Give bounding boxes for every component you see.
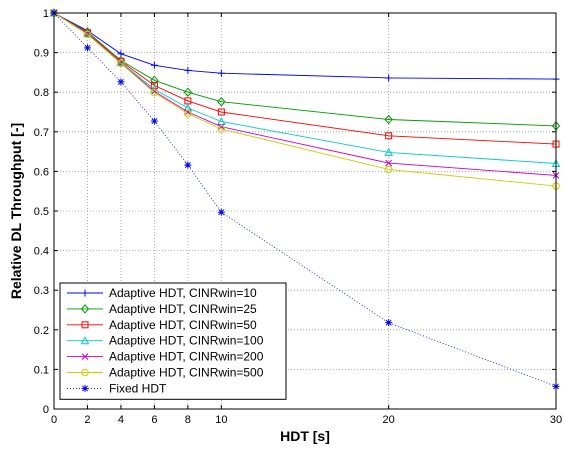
data-point-marker — [81, 289, 89, 297]
data-point-marker — [183, 103, 193, 112]
legend-item: Adaptive HDT, CINRwin=100 — [67, 334, 264, 348]
data-point-marker — [384, 114, 393, 125]
data-point-marker — [117, 78, 125, 86]
legend-label: Fixed HDT — [109, 381, 167, 395]
y-tick-label: 0.5 — [34, 206, 49, 218]
data-point-marker — [183, 87, 193, 97]
data-point-marker — [385, 319, 393, 327]
x-axis-title: HDT [s] — [280, 428, 330, 444]
series-line — [53, 12, 557, 80]
data-point-marker — [184, 109, 192, 118]
x-tick-label: 4 — [118, 414, 124, 426]
legend-label: Adaptive HDT, CINRwin=500 — [109, 366, 264, 380]
x-tick-label: 20 — [383, 414, 395, 426]
x-tick-label: 10 — [215, 414, 227, 426]
y-tick-label: 0 — [43, 404, 49, 416]
y-tick-label: 0.3 — [34, 285, 49, 297]
data-point-marker — [385, 74, 393, 82]
data-point-marker — [217, 208, 225, 216]
y-tick-label: 0.8 — [34, 87, 49, 99]
legend-item: Adaptive HDT, CINRwin=500 — [67, 366, 264, 380]
y-tick-label: 0.4 — [34, 246, 49, 258]
data-point-marker — [217, 108, 225, 116]
data-point-marker — [217, 69, 225, 77]
y-tick-label: 0.2 — [34, 325, 49, 337]
legend-label: Adaptive HDT, CINRwin=100 — [109, 334, 264, 348]
legend-item: Adaptive HDT, CINRwin=25 — [67, 302, 257, 316]
data-point-marker — [385, 159, 393, 167]
data-point-marker — [81, 321, 89, 329]
data-point-marker — [83, 44, 91, 52]
y-tick-label: 0.1 — [34, 364, 49, 376]
y-tick-label: 0.7 — [34, 127, 49, 139]
data-point-marker — [217, 123, 225, 131]
data-point-marker — [81, 384, 89, 392]
legend: Adaptive HDT, CINRwin=10 Adaptive HDT, CI… — [59, 282, 287, 400]
data-point-marker — [184, 108, 192, 116]
x-tick-label: 2 — [84, 414, 90, 426]
data-point-marker — [217, 125, 226, 133]
data-point-marker — [81, 353, 89, 360]
axis-ticks: 0 2 4 6 8 10 20 30 0 0.1 0.2 0.3 0.4 0.5 0.6 0.7 0.8 0.9 1 — [34, 8, 562, 426]
series-line — [53, 12, 557, 127]
data-point-marker — [184, 66, 192, 74]
series-line — [53, 12, 557, 187]
y-tick-label: 0.9 — [34, 48, 49, 60]
y-axis-title: Relative DL Throughput [-] — [8, 123, 24, 299]
data-point-marker — [83, 30, 92, 39]
series-line — [53, 12, 557, 145]
data-point-marker — [117, 59, 125, 68]
data-point-marker — [384, 165, 393, 174]
x-tick-label: 8 — [185, 414, 191, 426]
data-point-marker — [80, 336, 90, 345]
legend-item: Adaptive HDT, CINRwin=50 — [67, 318, 257, 332]
legend-item: Fixed HDT — [67, 381, 167, 395]
series-group — [49, 8, 561, 390]
data-point-marker — [150, 61, 158, 69]
data-point-marker — [384, 147, 394, 156]
data-point-marker — [150, 81, 158, 89]
data-point-marker — [216, 116, 226, 126]
x-tick-label: 30 — [550, 414, 562, 426]
data-point-marker — [184, 161, 192, 169]
data-point-marker — [150, 75, 159, 86]
x-tick-label: 6 — [151, 414, 157, 426]
legend-label: Adaptive HDT, CINRwin=50 — [109, 318, 257, 332]
legend-item: Adaptive HDT, CINRwin=10 — [67, 286, 257, 300]
y-tick-label: 1 — [43, 8, 49, 20]
legend-label: Adaptive HDT, CINRwin=25 — [109, 302, 257, 316]
y-tick-label: 0.6 — [34, 166, 49, 178]
data-point-marker — [217, 96, 226, 107]
legend-label: Adaptive HDT, CINRwin=10 — [109, 286, 257, 300]
legend-label: Adaptive HDT, CINRwin=200 — [109, 350, 264, 364]
data-point-marker — [150, 88, 159, 97]
data-point-marker — [150, 117, 158, 125]
x-tick-label: 0 — [51, 414, 57, 426]
data-point-marker — [81, 368, 89, 377]
legend-item: Adaptive HDT, CINRwin=200 — [67, 350, 264, 364]
data-point-marker — [385, 132, 393, 140]
data-point-marker — [80, 304, 90, 314]
